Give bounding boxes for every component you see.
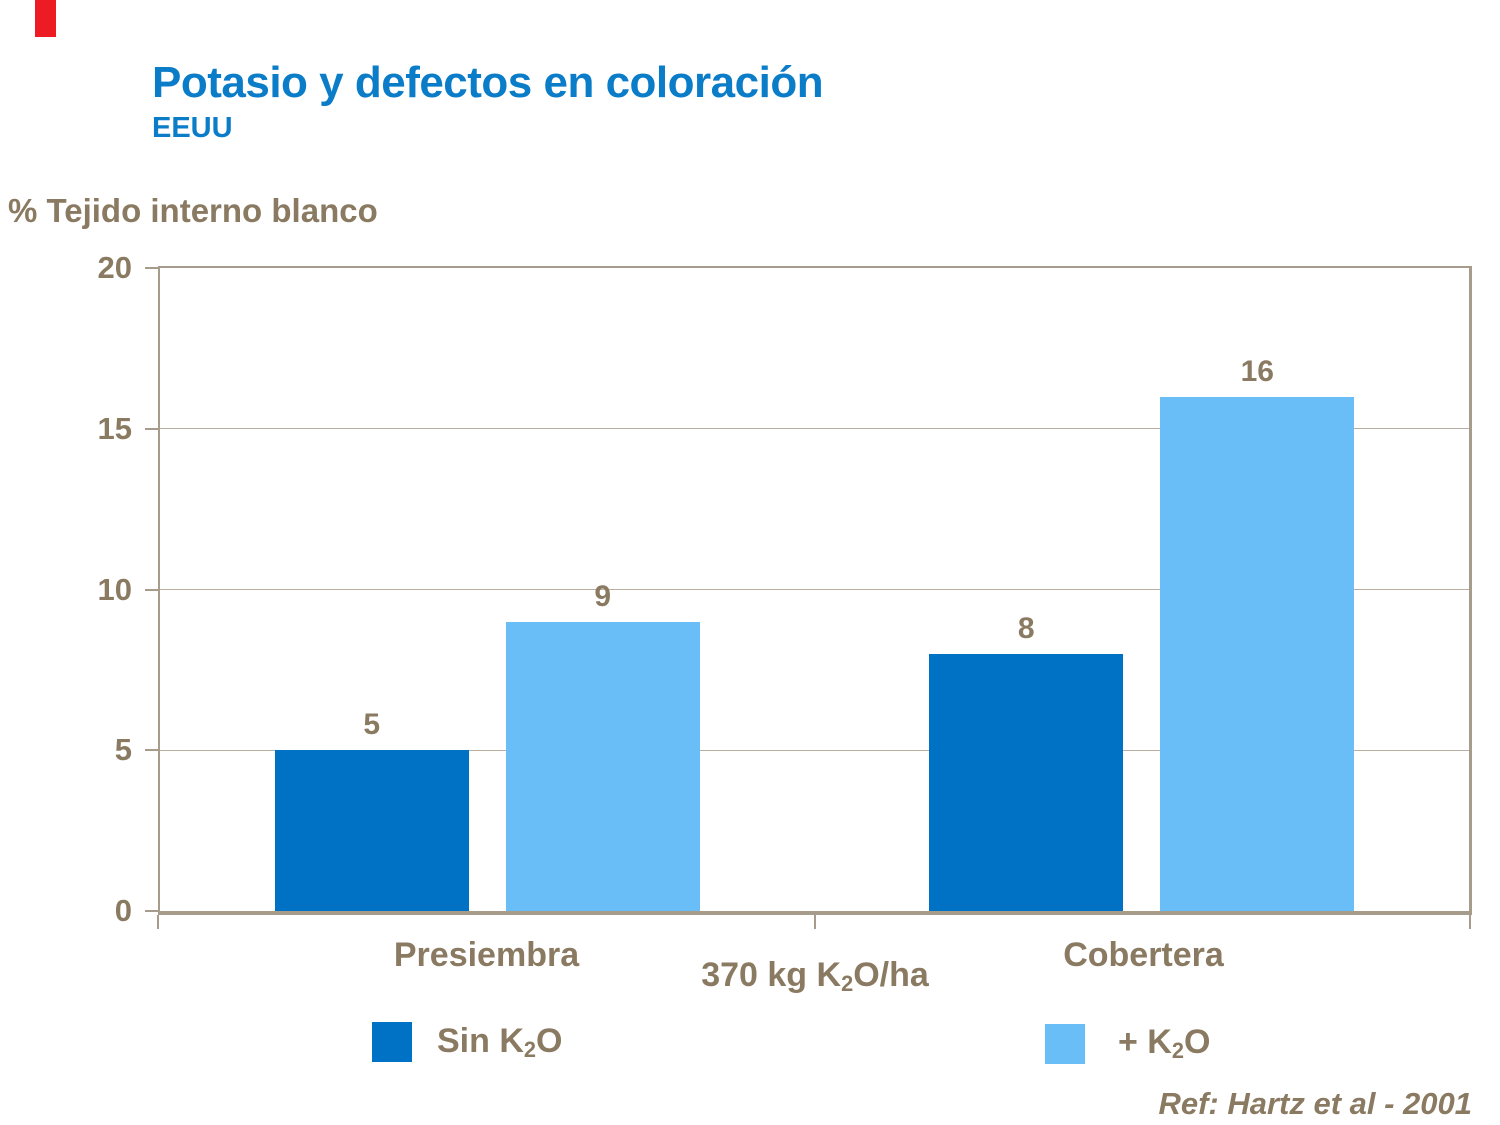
y-axis-tick-0	[145, 910, 158, 912]
y-axis-tick-label-10: 10	[97, 571, 132, 607]
y-axis-tick-5	[145, 749, 158, 752]
gridline-15	[160, 428, 1469, 430]
y-axis-tick-label-5: 5	[114, 732, 132, 768]
legend-swatch-sin-k2o	[372, 1022, 412, 1062]
legend-label-text-end: O	[1183, 1023, 1211, 1061]
reference-citation: Ref: Hartz et al - 2001	[1158, 1086, 1472, 1121]
category-label-presiembra: Presiembra	[393, 936, 580, 974]
x-axis-note-text-end: O/ha	[853, 956, 929, 994]
bar-value-label-plus-k2o-cobertera: 16	[1240, 354, 1274, 388]
x-axis-note-text: 370 kg K	[701, 956, 842, 994]
plot-area: 5 9 8 16	[158, 266, 1472, 915]
bar-sin-k2o-presiembra	[274, 750, 469, 911]
x-axis-tick-right	[1469, 915, 1471, 929]
bar-value-label-sin-k2o-cobertera: 8	[1017, 611, 1035, 645]
legend-label-subscript: 2	[1171, 1038, 1184, 1064]
bar-value-label-plus-k2o-presiembra: 9	[594, 579, 612, 613]
gridline-10	[160, 589, 1469, 590]
legend-label-text: Sin K	[437, 1022, 524, 1060]
y-axis-title: % Tejido interno blanco	[8, 192, 378, 229]
x-axis-tick-left	[157, 915, 159, 929]
x-axis-note: 370 kg K2O/ha	[158, 956, 1472, 997]
bar-value-label-sin-k2o-presiembra: 5	[363, 708, 381, 742]
y-axis-tick-10	[145, 588, 158, 591]
red-accent-bar	[35, 0, 56, 37]
category-label-cobertera: Cobertera	[1063, 936, 1224, 974]
slide-title: Potasio y defectos en coloración	[152, 58, 824, 107]
y-axis-tick-label-0: 0	[114, 893, 132, 928]
x-axis-note-subscript: 2	[841, 971, 854, 997]
legend-swatch-plus-k2o	[1045, 1024, 1085, 1064]
y-axis-tick-label-20: 20	[97, 250, 132, 285]
legend-label-subscript: 2	[523, 1037, 537, 1063]
y-axis-tick-15	[145, 427, 158, 430]
bar-sin-k2o-cobertera	[929, 653, 1124, 911]
legend-label-sin-k2o: Sin K2O	[437, 1022, 563, 1063]
legend-label-text: + K	[1118, 1023, 1172, 1061]
legend-label-plus-k2o: + K2O	[1118, 1023, 1211, 1064]
x-axis-tick-middle	[814, 915, 816, 929]
bar-plus-k2o-cobertera	[1160, 396, 1355, 911]
legend-label-text-end: O	[536, 1022, 563, 1060]
slide-subtitle: EEUU	[152, 112, 233, 144]
gridline-5	[160, 749, 1469, 751]
y-axis-tick-20	[145, 267, 158, 269]
bar-plus-k2o-presiembra	[505, 621, 700, 911]
y-axis-tick-label-15: 15	[97, 410, 132, 446]
